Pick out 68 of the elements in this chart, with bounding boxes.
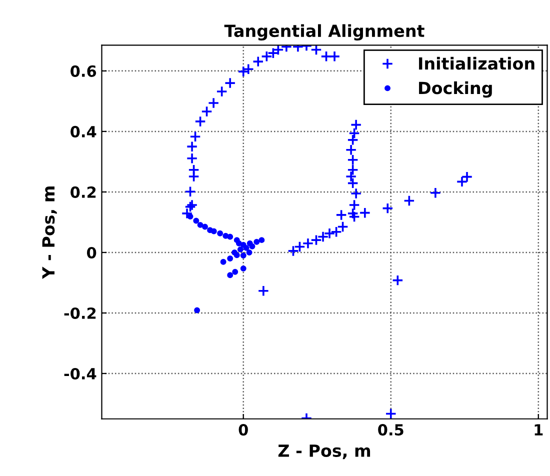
point bbox=[345, 144, 357, 156]
point bbox=[227, 256, 234, 262]
point bbox=[236, 240, 242, 246]
point bbox=[243, 244, 250, 251]
legend-label: Docking bbox=[419, 81, 492, 98]
point bbox=[194, 307, 200, 314]
point bbox=[320, 50, 332, 62]
point bbox=[403, 194, 415, 206]
y-tick-label: -0.2 bbox=[64, 307, 96, 320]
y-tick-label: 0.2 bbox=[70, 186, 96, 198]
point bbox=[347, 177, 359, 189]
y-tick-label: -0.4 bbox=[64, 368, 96, 380]
point bbox=[190, 130, 202, 142]
point bbox=[210, 228, 217, 234]
point bbox=[249, 243, 256, 250]
point bbox=[350, 119, 362, 131]
point bbox=[187, 213, 194, 220]
point bbox=[385, 408, 397, 419]
point bbox=[224, 77, 236, 89]
point bbox=[254, 238, 260, 245]
point bbox=[430, 187, 442, 199]
point bbox=[202, 224, 208, 230]
point bbox=[359, 207, 371, 219]
point bbox=[350, 188, 362, 200]
point bbox=[186, 140, 198, 152]
point bbox=[348, 211, 360, 223]
point bbox=[382, 202, 394, 214]
point bbox=[347, 208, 359, 220]
point bbox=[347, 154, 359, 166]
y-tick-label: 0.4 bbox=[70, 126, 96, 138]
point bbox=[227, 272, 234, 278]
point bbox=[237, 246, 244, 252]
x-tick-label: 1 bbox=[534, 424, 543, 436]
point bbox=[227, 234, 234, 240]
point bbox=[194, 116, 206, 128]
x-axis-title: Z - Pos, m bbox=[278, 444, 370, 460]
point bbox=[240, 266, 246, 272]
point bbox=[258, 285, 270, 297]
point bbox=[348, 128, 360, 140]
point bbox=[222, 232, 229, 239]
point bbox=[336, 209, 348, 221]
point bbox=[220, 258, 226, 265]
y-axis-title: Y - Pos, m bbox=[42, 186, 57, 280]
point bbox=[188, 170, 200, 182]
point bbox=[197, 222, 204, 228]
point bbox=[246, 249, 252, 256]
point bbox=[193, 218, 200, 224]
chart-title: Tangential Alignment bbox=[224, 24, 424, 40]
x-tick-label: 0.5 bbox=[378, 424, 404, 436]
point bbox=[258, 237, 265, 244]
point bbox=[232, 268, 238, 275]
y-tick-label: 0 bbox=[86, 246, 96, 258]
point bbox=[201, 106, 213, 118]
point bbox=[392, 274, 404, 286]
x-tick-label: 0 bbox=[238, 424, 248, 436]
point bbox=[184, 186, 196, 198]
point bbox=[232, 249, 238, 256]
point bbox=[328, 50, 340, 62]
point bbox=[240, 252, 246, 258]
point bbox=[310, 45, 322, 56]
point bbox=[217, 230, 224, 236]
point bbox=[348, 199, 360, 211]
point bbox=[186, 152, 198, 164]
legend-label: Initialization bbox=[419, 56, 534, 70]
point bbox=[208, 97, 220, 109]
point bbox=[216, 86, 228, 98]
y-tick-label: 0.6 bbox=[70, 65, 96, 77]
point bbox=[347, 134, 359, 146]
